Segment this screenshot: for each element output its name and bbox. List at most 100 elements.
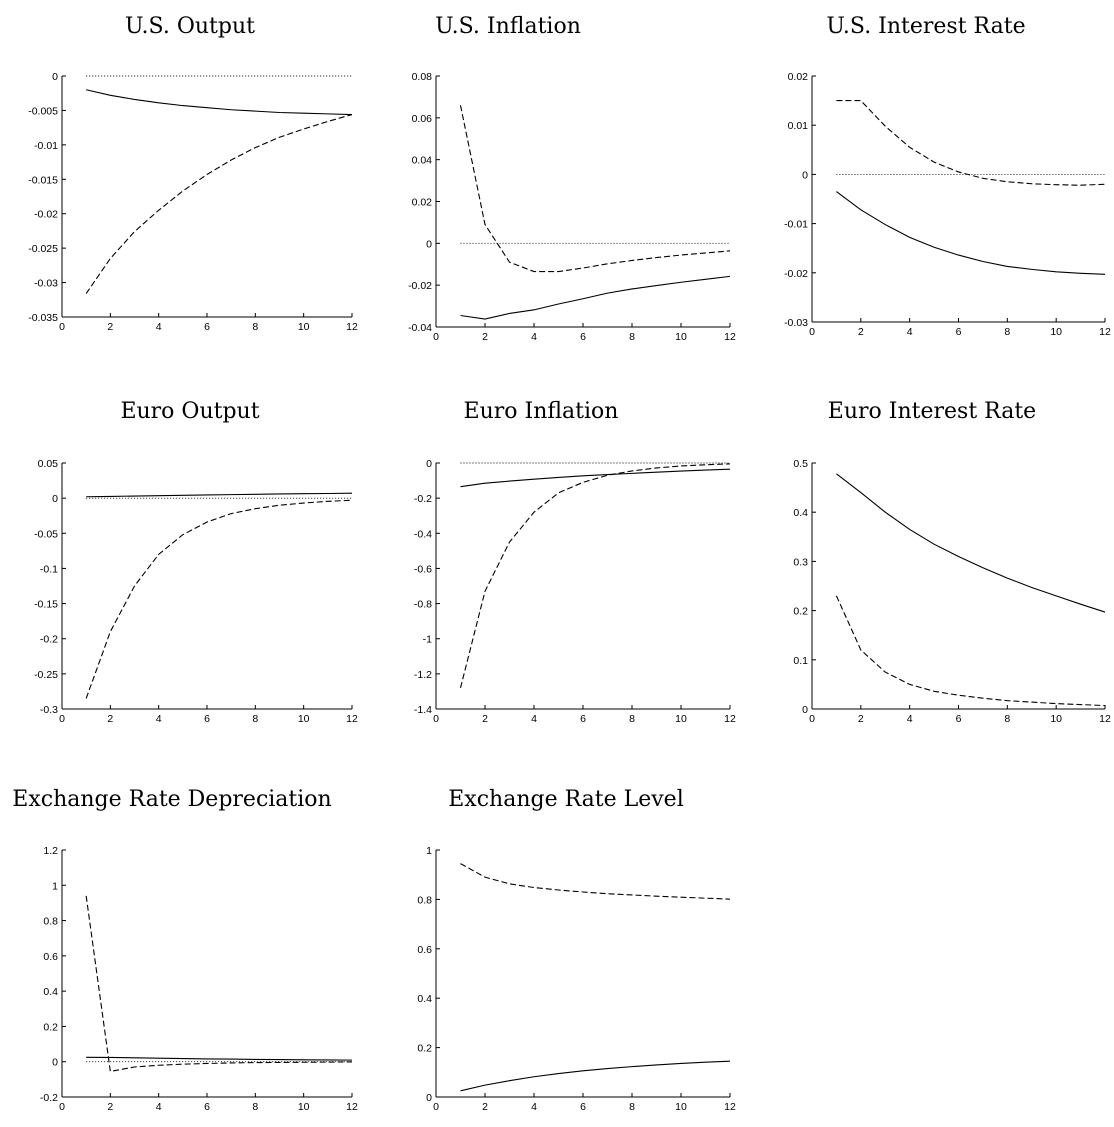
chart-title: Euro Inflation xyxy=(463,399,619,424)
chart-plot: 0 2 4 6 8 10 12 0 -0.005 -0.01 -0.015 -0.02 -0.025 -0… xyxy=(28,71,358,333)
x-tick-label: 10 xyxy=(298,321,310,333)
x-tick-label: 2 xyxy=(107,1101,113,1113)
y-tick-label: -0.8 xyxy=(414,599,432,611)
y-tick-label: -0.02 xyxy=(408,280,432,292)
x-tick-label: 12 xyxy=(346,713,358,725)
x-tick-label: 4 xyxy=(531,331,537,343)
y-tick-label: -0.15 xyxy=(34,599,58,611)
y-tick-label: 0.2 xyxy=(43,1021,58,1033)
series-line-solid xyxy=(86,492,353,498)
y-tick-label: 0.8 xyxy=(43,916,58,928)
x-tick-label: 10 xyxy=(675,1101,687,1113)
y-tick-label: 0.02 xyxy=(788,71,809,83)
y-tick-label: -0.025 xyxy=(28,243,58,255)
x-tick-label: 2 xyxy=(482,331,488,343)
y-tick-label: 0.06 xyxy=(412,113,433,125)
chart-title: Exchange Rate Level xyxy=(448,787,684,812)
x-tick-label: 8 xyxy=(252,1101,258,1113)
series-line-solid xyxy=(460,468,731,488)
series-line-dashed xyxy=(85,895,353,1073)
series-line-solid xyxy=(460,275,731,320)
series-line-solid xyxy=(836,191,1106,275)
x-tick-label: 8 xyxy=(629,713,635,725)
y-tick-label: 1 xyxy=(52,880,58,892)
chart-plot: 0 2 4 6 8 10 12 0.5 0.4 0.3 0.2 0.1 0 xyxy=(793,458,1111,725)
chart-plot: 0 2 4 6 8 10 12 0 -0.2 -0.4 -0.6 -0.8 -1 -1.2 -1.4 xyxy=(414,458,736,725)
x-tick-label: 4 xyxy=(907,326,913,338)
chart-plot: 0 2 4 6 8 10 12 0.02 0.01 0 -0.01 -0.02 -0.03 xyxy=(784,71,1111,338)
x-tick-label: 10 xyxy=(675,331,687,343)
y-tick-label: 0 xyxy=(426,458,432,470)
x-tick-label: 2 xyxy=(482,713,488,725)
series-line-dashed xyxy=(85,499,353,699)
series-line-solid xyxy=(460,1060,731,1092)
y-tick-label: 0.6 xyxy=(417,944,432,956)
x-tick-label: 0 xyxy=(433,713,439,725)
series-line-dashed xyxy=(459,463,731,689)
y-tick-label: 0.5 xyxy=(793,458,808,470)
y-tick-label: -0.2 xyxy=(40,1092,58,1104)
y-tick-label: 0.6 xyxy=(43,951,58,963)
y-tick-label: -0.05 xyxy=(34,528,58,540)
chart-title: Euro Interest Rate xyxy=(827,399,1037,424)
x-tick-label: 0 xyxy=(59,713,65,725)
x-tick-label: 6 xyxy=(204,713,210,725)
chart-title: U.S. Output xyxy=(125,14,255,39)
x-tick-label: 12 xyxy=(724,713,736,725)
y-tick-label: -1 xyxy=(423,634,432,646)
x-tick-label: 10 xyxy=(298,1101,310,1113)
chart-title: U.S. Inflation xyxy=(435,14,581,39)
y-tick-label: 0 xyxy=(52,493,58,505)
x-tick-label: 6 xyxy=(580,713,586,725)
x-tick-label: 0 xyxy=(433,1101,439,1113)
y-tick-label: -0.01 xyxy=(34,140,58,152)
y-tick-label: -0.03 xyxy=(784,317,808,329)
y-tick-label: -0.2 xyxy=(40,634,58,646)
series-line-solid xyxy=(836,473,1106,613)
y-tick-label: -0.3 xyxy=(40,704,58,716)
y-tick-label: 1 xyxy=(426,845,432,857)
y-tick-label: 0 xyxy=(52,71,58,83)
x-tick-label: 10 xyxy=(1050,713,1062,725)
x-tick-label: 0 xyxy=(433,331,439,343)
y-tick-label: -0.02 xyxy=(34,209,58,221)
y-tick-label: 0 xyxy=(802,169,808,181)
y-tick-label: 0.01 xyxy=(788,120,809,132)
x-tick-label: 6 xyxy=(580,331,586,343)
y-tick-label: -0.04 xyxy=(408,322,432,334)
x-tick-label: 12 xyxy=(724,331,736,343)
x-tick-label: 12 xyxy=(1099,713,1111,725)
y-tick-label: -0.005 xyxy=(28,105,58,117)
y-tick-label: -0.25 xyxy=(34,669,58,681)
series-line-solid xyxy=(86,1056,353,1061)
y-tick-label: 0 xyxy=(52,1057,58,1069)
x-tick-label: 8 xyxy=(252,321,258,333)
series-line-dashed xyxy=(85,114,353,294)
x-tick-label: 4 xyxy=(907,713,913,725)
chart-plot: 0 2 4 6 8 10 12 1 0.8 0.6 0.4 0.2 0 xyxy=(417,845,736,1113)
y-tick-label: 1.2 xyxy=(43,845,58,857)
y-tick-label: 0.4 xyxy=(417,993,432,1005)
y-tick-label: 0.02 xyxy=(412,197,433,209)
x-tick-label: 6 xyxy=(580,1101,586,1113)
x-tick-label: 4 xyxy=(531,1101,537,1113)
y-tick-label: 0 xyxy=(426,1092,432,1104)
x-tick-label: 6 xyxy=(204,321,210,333)
y-tick-label: 0 xyxy=(802,704,808,716)
y-tick-label: 0.8 xyxy=(417,894,432,906)
y-tick-label: -1.2 xyxy=(414,669,432,681)
y-tick-label: 0.1 xyxy=(793,655,808,667)
x-tick-label: 12 xyxy=(346,321,358,333)
y-tick-label: 0 xyxy=(426,238,432,250)
x-tick-label: 0 xyxy=(809,326,815,338)
x-tick-label: 4 xyxy=(156,713,162,725)
chart-plot: 0 2 4 6 8 10 12 0.05 0 -0.05 -0.1 -0.15 -0.2 -0.25 -0.… xyxy=(34,458,358,725)
series-line-solid xyxy=(86,89,353,116)
y-tick-label: 0.4 xyxy=(793,507,808,519)
x-tick-label: 2 xyxy=(482,1101,488,1113)
x-tick-label: 4 xyxy=(531,713,537,725)
y-tick-label: -0.02 xyxy=(784,268,808,280)
x-tick-label: 0 xyxy=(809,713,815,725)
y-tick-label: -0.015 xyxy=(28,174,58,186)
x-tick-label: 2 xyxy=(858,326,864,338)
